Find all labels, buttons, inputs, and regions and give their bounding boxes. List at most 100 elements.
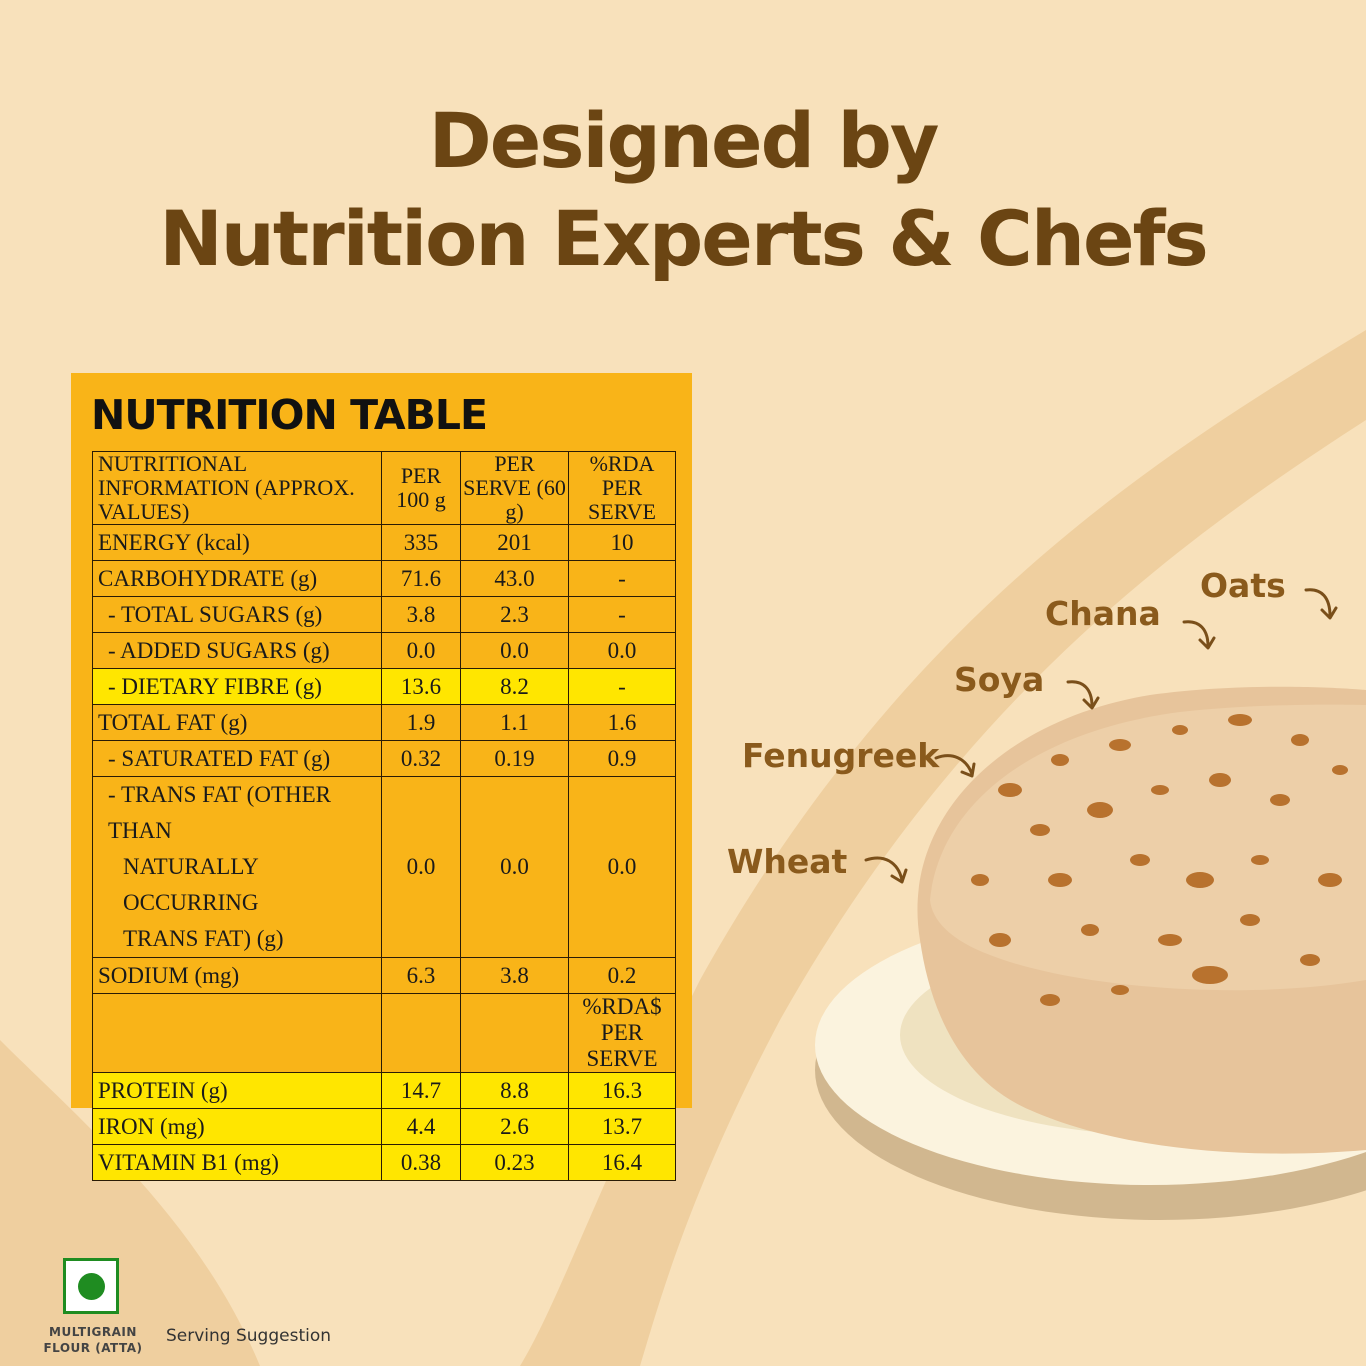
product-type-label: MULTIGRAIN FLOUR (ATTA) <box>30 1324 156 1356</box>
row-label-text: - SATURATED FAT (g) <box>108 745 331 771</box>
curved-arrow-icon <box>934 754 976 778</box>
table-row-highlighted: - DIETARY FIBRE (g) 13.6 8.2 - <box>92 668 676 705</box>
veg-dot-icon <box>78 1273 105 1300</box>
row-label-text: - TOTAL SUGARS (g) <box>108 601 323 627</box>
empty-cell <box>381 993 461 1073</box>
nutrition-table: NUTRITIONAL INFORMATION (APPROX. VALUES)… <box>92 451 676 1181</box>
table-row: - ADDED SUGARS (g) 0.0 0.0 0.0 <box>92 632 676 669</box>
product-type-line1: MULTIGRAIN <box>49 1325 137 1339</box>
cell-rda: 16.4 <box>568 1144 676 1181</box>
row-label: PROTEIN (g) <box>92 1072 382 1109</box>
nutrition-table-title: NUTRITION TABLE <box>91 391 488 439</box>
cell-per-100g: 0.0 <box>381 776 461 958</box>
cell-per-100g: 71.6 <box>381 560 461 597</box>
curved-arrow-icon <box>1304 588 1338 620</box>
cell-per-serve: 201 <box>460 524 569 561</box>
cell-per-100g: 1.9 <box>381 704 461 741</box>
row-label: - DIETARY FIBRE (g) <box>92 668 382 705</box>
product-type-line2: FLOUR (ATTA) <box>43 1341 143 1355</box>
cell-per-serve: 0.0 <box>460 632 569 669</box>
empty-cell <box>92 993 382 1073</box>
ingredient-label-chana: Chana <box>1045 594 1161 633</box>
row-label: - ADDED SUGARS (g) <box>92 632 382 669</box>
cell-per-100g: 0.0 <box>381 632 461 669</box>
cell-rda: - <box>568 596 676 633</box>
table-row: SODIUM (mg) 6.3 3.8 0.2 <box>92 957 676 994</box>
cell-rda: - <box>568 560 676 597</box>
empty-cell <box>460 993 569 1073</box>
nutrition-table-panel: NUTRITION TABLE NUTRITIONAL INFORMATION … <box>71 373 692 1181</box>
cell-per-serve: 1.1 <box>460 704 569 741</box>
curved-arrow-icon <box>1182 620 1216 650</box>
headline-line1: Designed by <box>428 96 940 185</box>
row-label: ENERGY (kcal) <box>92 524 382 561</box>
cell-rda: 1.6 <box>568 704 676 741</box>
table-row: - TOTAL SUGARS (g) 3.8 2.3 - <box>92 596 676 633</box>
cell-per-100g: 0.32 <box>381 740 461 777</box>
cell-per-serve: 0.0 <box>460 776 569 958</box>
cell-rda: 0.0 <box>568 776 676 958</box>
cell-rda: - <box>568 668 676 705</box>
headline: Designed by Nutrition Experts & Chefs <box>0 92 1366 288</box>
row-label: IRON (mg) <box>92 1108 382 1145</box>
table-header-row: NUTRITIONAL INFORMATION (APPROX. VALUES)… <box>92 451 676 525</box>
cell-per-serve: 2.3 <box>460 596 569 633</box>
cell-rda: 0.9 <box>568 740 676 777</box>
table-row: TOTAL FAT (g) 1.9 1.1 1.6 <box>92 704 676 741</box>
cell-per-100g: 335 <box>381 524 461 561</box>
row-label-text: - ADDED SUGARS (g) <box>108 637 330 663</box>
cell-per-100g: 0.38 <box>381 1144 461 1181</box>
table-row-highlighted: PROTEIN (g) 14.7 8.8 16.3 <box>92 1072 676 1109</box>
header-nutritional-info: NUTRITIONAL INFORMATION (APPROX. VALUES) <box>92 451 382 525</box>
subheader-rda: %RDA$ PER SERVE <box>568 993 676 1073</box>
cell-per-serve: 8.8 <box>460 1072 569 1109</box>
cell-per-serve: 8.2 <box>460 668 569 705</box>
ingredient-label-wheat: Wheat <box>727 842 848 881</box>
header-rda: %RDA PER SERVE <box>568 451 676 525</box>
table-row: - SATURATED FAT (g) 0.32 0.19 0.9 <box>92 740 676 777</box>
table-row: ENERGY (kcal) 335 201 10 <box>92 524 676 561</box>
cell-per-serve: 3.8 <box>460 957 569 994</box>
ingredient-label-oats: Oats <box>1200 566 1286 605</box>
cell-per-100g: 4.4 <box>381 1108 461 1145</box>
row-label: TOTAL FAT (g) <box>92 704 382 741</box>
row-label: - TOTAL SUGARS (g) <box>92 596 382 633</box>
serving-suggestion-note: Serving Suggestion <box>166 1326 332 1346</box>
table-row: CARBOHYDRATE (g) 71.6 43.0 - <box>92 560 676 597</box>
table-row-highlighted: VITAMIN B1 (mg) 0.38 0.23 16.4 <box>92 1144 676 1181</box>
ingredient-label-soya: Soya <box>954 660 1045 699</box>
cell-per-serve: 0.19 <box>460 740 569 777</box>
row-label-text: - TRANS FAT (OTHER THAN <box>108 782 331 843</box>
veg-mark-icon <box>63 1258 119 1314</box>
plate-image <box>815 686 1366 1220</box>
cell-per-serve: 0.23 <box>460 1144 569 1181</box>
row-label-text: TRANS FAT) (g) <box>123 926 284 951</box>
cell-rda: 10 <box>568 524 676 561</box>
cell-rda: 0.2 <box>568 957 676 994</box>
table-row-highlighted: IRON (mg) 4.4 2.6 13.7 <box>92 1108 676 1145</box>
row-label: SODIUM (mg) <box>92 957 382 994</box>
cell-rda: 16.3 <box>568 1072 676 1109</box>
row-label-text: - DIETARY FIBRE (g) <box>108 673 322 699</box>
row-label: - TRANS FAT (OTHER THAN NATURALLY OCCURR… <box>92 776 382 958</box>
table-subheader-row: %RDA$ PER SERVE <box>92 993 676 1073</box>
cell-rda: 13.7 <box>568 1108 676 1145</box>
curved-arrow-icon <box>864 856 908 884</box>
row-label: - SATURATED FAT (g) <box>92 740 382 777</box>
cell-per-100g: 3.8 <box>381 596 461 633</box>
table-row: - TRANS FAT (OTHER THAN NATURALLY OCCURR… <box>92 776 676 958</box>
row-label: VITAMIN B1 (mg) <box>92 1144 382 1181</box>
header-per-serve: PER SERVE (60 g) <box>460 451 569 525</box>
cell-per-serve: 43.0 <box>460 560 569 597</box>
cell-per-100g: 14.7 <box>381 1072 461 1109</box>
header-per-100g: PER 100 g <box>381 451 461 525</box>
cell-per-100g: 6.3 <box>381 957 461 994</box>
cell-per-100g: 13.6 <box>381 668 461 705</box>
curved-arrow-icon <box>1066 680 1100 710</box>
row-label-text: NATURALLY OCCURRING <box>123 854 259 915</box>
ingredient-label-fenugreek: Fenugreek <box>742 736 940 775</box>
headline-line2: Nutrition Experts & Chefs <box>159 194 1209 283</box>
cell-per-serve: 2.6 <box>460 1108 569 1145</box>
row-label: CARBOHYDRATE (g) <box>92 560 382 597</box>
